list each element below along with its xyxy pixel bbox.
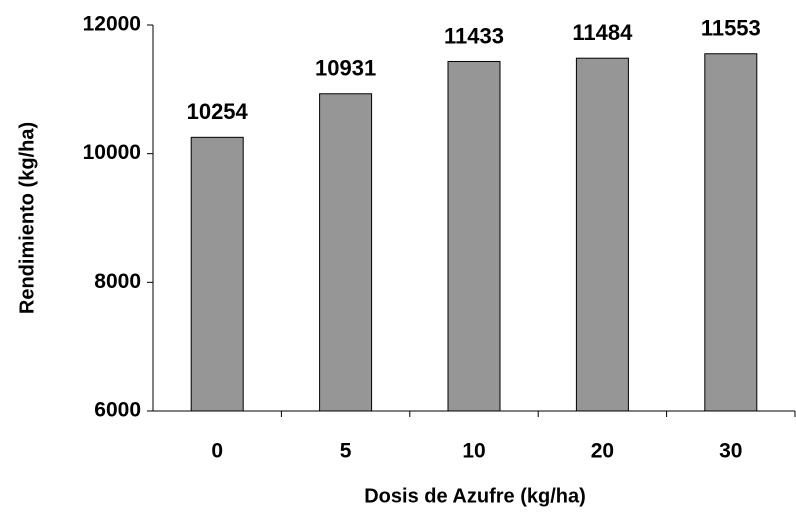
bar <box>575 57 629 412</box>
y-tick-label: 8000 <box>94 270 141 293</box>
y-tick-label: 12000 <box>83 13 141 36</box>
x-tick-label: 10 <box>462 440 485 463</box>
x-tick-label: 20 <box>591 440 614 463</box>
x-tick-label: 30 <box>719 440 742 463</box>
value-label: 11433 <box>444 23 504 48</box>
value-label: 11553 <box>701 16 761 41</box>
value-label: 10254 <box>187 99 249 124</box>
value-label: 10931 <box>315 56 376 81</box>
x-axis-title: Dosis de Azufre (kg/ha) <box>364 485 586 507</box>
x-tick-label: 0 <box>211 440 223 463</box>
bar <box>190 136 244 412</box>
bar <box>319 93 373 412</box>
bar <box>704 53 758 412</box>
value-label: 11484 <box>572 20 633 45</box>
y-axis-title: Rendimiento (kg/ha) <box>16 122 38 314</box>
bar <box>447 60 501 412</box>
y-tick-label: 6000 <box>94 399 141 422</box>
x-tick-label: 5 <box>340 440 352 463</box>
y-tick-label: 10000 <box>83 141 141 164</box>
